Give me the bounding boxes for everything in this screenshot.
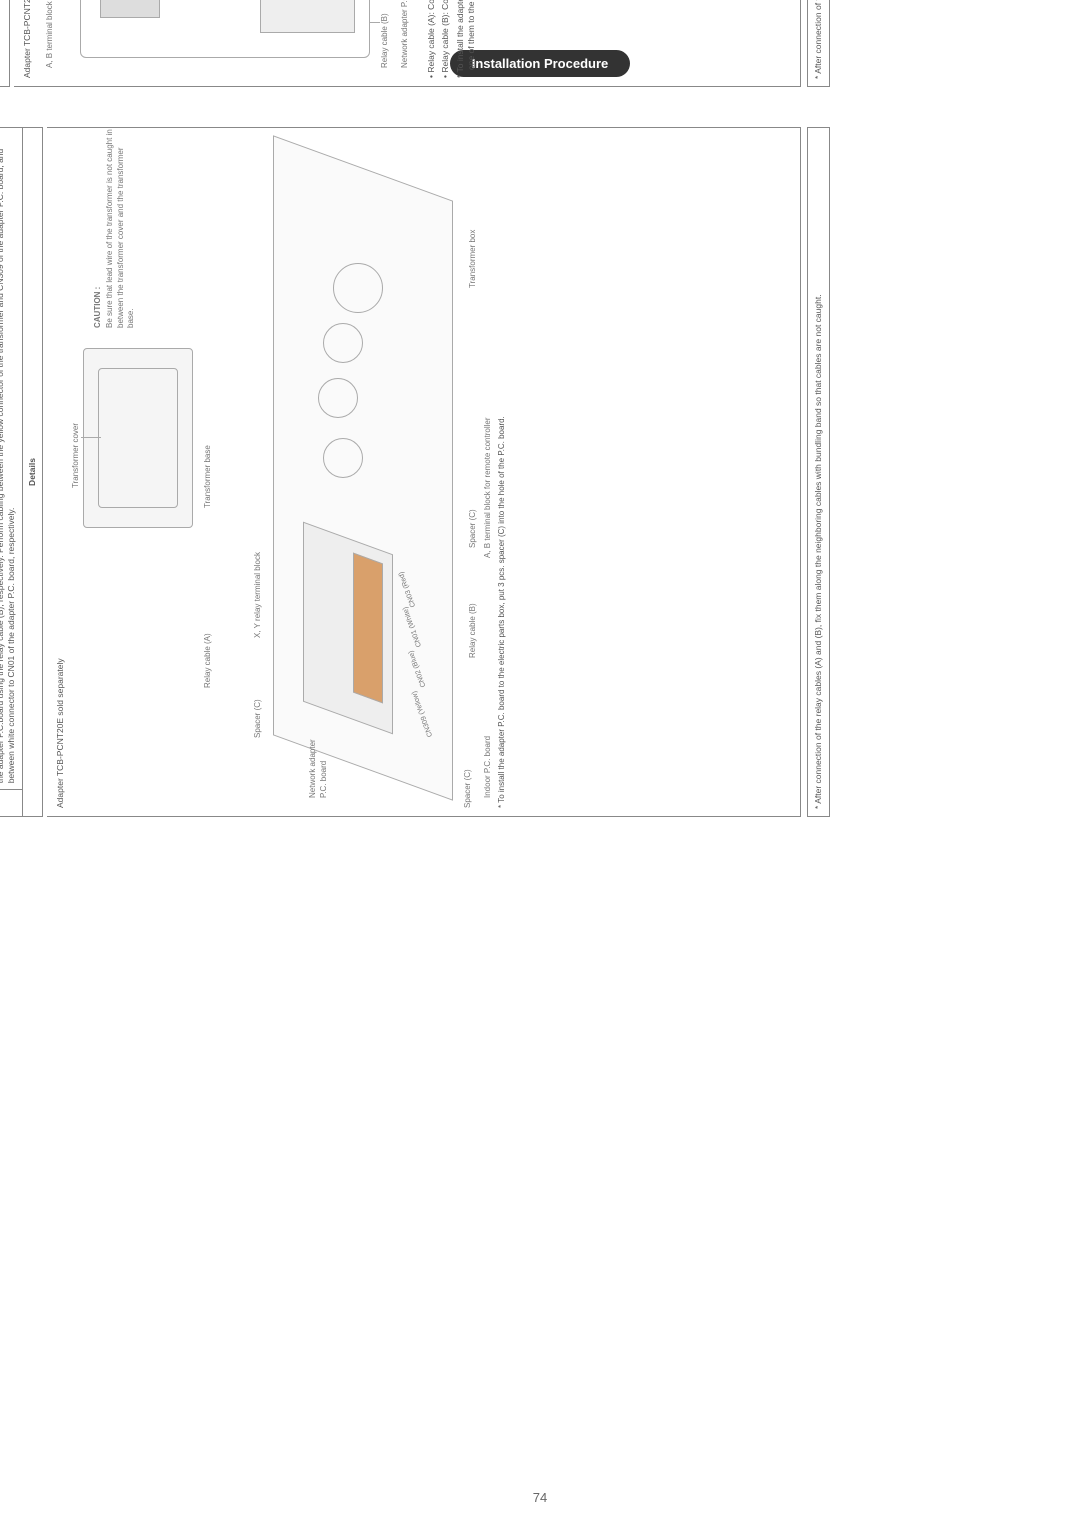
right-column: ■In case of Concealed Duct (RAV-SM ∗∗0 B… [0, 0, 830, 87]
relay-cable-a-label: Relay cable (A) [203, 633, 214, 688]
caution-label: CAUTION : [93, 128, 104, 328]
spacer-c-label-2: Spacer (C) [463, 769, 474, 808]
left-procedure-table: No. Procedure 1Using the spacer (C), ins… [0, 127, 43, 817]
table-cell: Using the relay cable (A), connect the X… [0, 128, 22, 790]
list-item: * To install the adapter P.C. board to t… [455, 0, 478, 78]
right-sold-sep: Adapter TCB-PCNT20E sold separately [22, 0, 33, 78]
ab-block-label-r: A, B terminal block for remote controlle… [45, 0, 56, 68]
hole-shape [323, 323, 363, 363]
left-figure: Adapter TCB-PCNT20E sold separately Tran… [47, 127, 800, 817]
terminal-block-shape [100, 0, 160, 18]
left-diagram: Transformer cover CAUTION : Be sure that… [73, 136, 493, 808]
left-install-note: * To install the adapter P.C. board to t… [497, 136, 508, 808]
left-sold-sep: Adapter TCB-PCNT20E sold separately [55, 136, 66, 808]
list-item: • Relay cable (A): Connection between X,… [426, 0, 437, 78]
leader-line [370, 22, 380, 23]
right-details-header: Details [0, 0, 10, 87]
content-columns: • For installation of the adapter P.C. b… [0, 0, 830, 817]
indoor-pc-label: Indoor P.C. board [483, 736, 494, 798]
ab-block-label: A, B terminal block for remote controlle… [483, 418, 494, 559]
transformer-box-label: Transformer box [468, 230, 479, 288]
hole-shape [318, 378, 358, 418]
transformer-cover-label: Transformer cover [71, 423, 82, 488]
hole-shape [323, 438, 363, 478]
right-figure: Adapter TCB-PCNT20E sold separately A, B… [14, 0, 800, 87]
net-adapter-label-r: Network adapter P.C. board [400, 0, 411, 68]
left-footer-note: * After connection of the relay cables (… [807, 127, 830, 817]
relay-cable-b-label-r: Relay cable (B) [380, 13, 391, 68]
page-number: 74 [533, 1490, 547, 1505]
left-details-header: Details [22, 128, 42, 817]
transformer-inner-shape [98, 368, 178, 508]
connector-strip-shape [353, 553, 383, 704]
right-diagram: A, B terminal block for remote controlle… [40, 0, 420, 78]
relay-cable-b-label: Relay cable (B) [468, 603, 479, 658]
net-adapter-label: Network adapter P.C. board [308, 728, 330, 798]
leader-line [81, 437, 101, 438]
net-adapter-board-shape [260, 0, 355, 33]
table-row: 4 [0, 790, 22, 817]
caution-text: Be sure that lead wire of the transforme… [105, 128, 137, 328]
spacer-c-label-3: Spacer (C) [468, 509, 479, 548]
hole-shape [333, 263, 383, 313]
list-item: • Relay cable (B): Connection between te… [440, 0, 451, 78]
right-procedure-table: No. Procedure 1Using the spacer (A) and … [0, 0, 10, 87]
transformer-base-label: Transformer base [203, 445, 214, 508]
right-footer-note: * After connection of the relay cables (… [807, 0, 830, 87]
spacer-c-label-1: Spacer (C) [253, 699, 264, 738]
left-column: • For installation of the adapter P.C. b… [0, 127, 830, 817]
right-bullets: • Relay cable (A): Connection between X,… [426, 0, 478, 78]
xy-block-label: X, Y relay terminal block [253, 552, 264, 638]
